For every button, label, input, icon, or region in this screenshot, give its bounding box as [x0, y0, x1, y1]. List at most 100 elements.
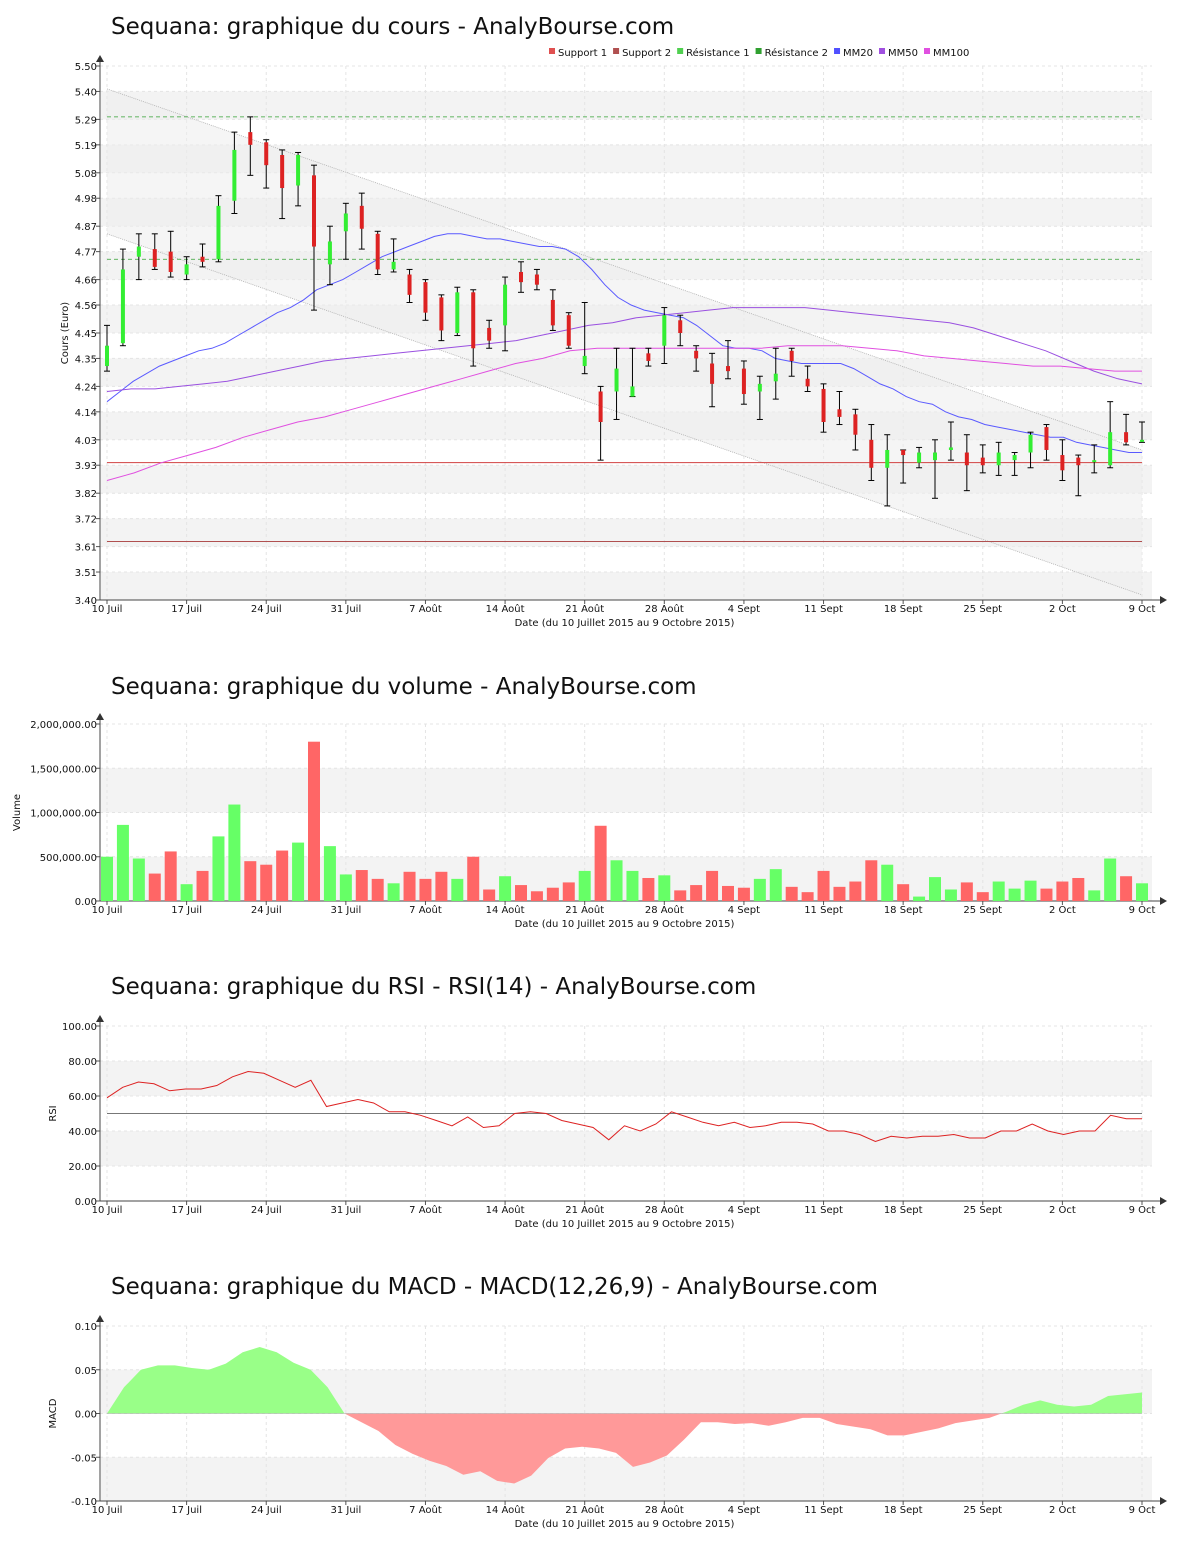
y-tick-label: 4.14: [75, 408, 97, 419]
x-tick-label: 14 Août: [486, 603, 525, 615]
x-tick-label: 21 Août: [565, 904, 604, 916]
x-axis-label: Date (du 10 Juillet 2015 au 9 Octobre 20…: [515, 919, 735, 930]
candle-body: [312, 175, 316, 247]
panel-0: Sequana: graphique du cours - AnalyBours…: [60, 14, 1167, 629]
volume-bar: [674, 890, 687, 901]
volume-bar: [913, 896, 926, 901]
x-tick-label: 28 Août: [645, 1504, 684, 1516]
volume-bar: [228, 804, 241, 901]
y-tick-label: 5.29: [75, 115, 97, 126]
volume-bar: [1024, 880, 1037, 901]
candle-body: [741, 368, 746, 395]
candle-body: [120, 269, 125, 344]
candle: [868, 424, 875, 481]
candle: [533, 268, 540, 291]
volume-bar: [132, 858, 145, 901]
x-tick-label: 17 Juil: [171, 905, 202, 916]
candle-body: [375, 233, 380, 270]
x-tick-label: 7 Août: [409, 603, 442, 615]
volume-bar: [435, 871, 448, 901]
grid-band: [101, 91, 1152, 120]
y-tick-label: 4.24: [75, 382, 97, 393]
candle: [1059, 439, 1066, 481]
candle: [645, 347, 652, 367]
y-tick-label: 5.19: [75, 141, 97, 152]
candle: [788, 347, 795, 377]
volume-bar: [801, 892, 814, 901]
legend-label: Résistance 2: [765, 47, 828, 59]
y-tick-label: 4.66: [75, 276, 97, 287]
y-tick-label: -0.10: [71, 1497, 97, 1508]
legend: Support 1 Support 2 Résistance 1 Résistance…: [549, 47, 969, 59]
volume-bar: [642, 877, 655, 901]
y-tick-label: 3.82: [75, 489, 97, 500]
candle-body: [853, 414, 858, 435]
x-tick-label: 11 Sept: [804, 1205, 843, 1216]
candle-body: [1044, 427, 1049, 450]
candle: [820, 383, 827, 433]
volume-bar: [355, 870, 368, 901]
x-tick-label: 25 Sept: [963, 905, 1002, 916]
y-tick-label: 0.10: [75, 1322, 97, 1333]
y-tick-label: 1,000,000.00: [30, 809, 97, 820]
candle-body: [885, 449, 890, 468]
x-axis-label: Date (du 10 Juillet 2015 au 9 Octobre 20…: [515, 1519, 735, 1530]
volume-bar: [944, 889, 957, 901]
y-tick-label: 1,500,000.00: [30, 764, 97, 775]
candle: [852, 408, 859, 451]
candle: [804, 365, 811, 392]
x-tick-label: 18 Sept: [884, 604, 923, 615]
x-tick-label: 21 Août: [565, 1204, 604, 1216]
candle-body: [614, 368, 619, 392]
volume-bar: [196, 870, 209, 901]
candle-body: [487, 327, 492, 341]
candle: [342, 202, 349, 260]
candle-body: [519, 271, 523, 283]
volume-bar: [419, 878, 432, 901]
candle-body: [232, 149, 237, 201]
y-tick-label: 4.56: [75, 301, 97, 312]
volume-bar: [897, 884, 910, 901]
volume-bar: [483, 889, 496, 901]
candle-body: [630, 386, 635, 397]
x-tick-label: 14 Août: [486, 1204, 525, 1216]
volume-bar: [849, 881, 862, 901]
volume-bar: [960, 882, 973, 901]
x-axis-arrow: [1160, 596, 1167, 604]
volume-bar: [610, 860, 623, 901]
legend-label: Résistance 1: [686, 47, 749, 59]
candle-body: [710, 363, 715, 384]
candle-body: [757, 383, 762, 392]
candle: [231, 131, 238, 214]
chart-title: Sequana: graphique du RSI - RSI(14) - An…: [111, 974, 756, 1000]
candle: [183, 256, 190, 281]
volume-bar: [148, 873, 161, 901]
x-tick-label: 18 Sept: [884, 1205, 923, 1216]
candle-body: [662, 315, 667, 346]
candle: [661, 307, 668, 365]
panel-1: Sequana: graphique du volume - AnalyBour…: [12, 674, 1167, 930]
volume-bar: [292, 842, 305, 901]
volume-bar: [244, 861, 257, 901]
candle: [693, 345, 700, 372]
x-axis-arrow: [1160, 1497, 1167, 1505]
x-tick-label: 7 Août: [409, 1504, 442, 1516]
volume-bar: [690, 885, 703, 901]
candle-body: [598, 391, 603, 422]
candle: [836, 390, 843, 426]
candle: [995, 441, 1002, 476]
candle-body: [1124, 432, 1129, 443]
y-tick-label: 3.93: [75, 461, 97, 472]
x-tick-label: 4 Sept: [728, 604, 760, 615]
x-tick-label: 31 Juil: [330, 1505, 361, 1516]
x-tick-label: 17 Juil: [171, 1505, 202, 1516]
volume-bar: [339, 874, 352, 901]
candle-body: [152, 249, 157, 267]
x-axis-arrow: [1160, 1197, 1167, 1205]
y-tick-label: 5.50: [75, 62, 97, 73]
candle: [900, 449, 907, 484]
candle-body: [901, 449, 906, 456]
candle-body: [948, 447, 953, 450]
volume-bar: [164, 851, 177, 901]
panel-2: Sequana: graphique du RSI - RSI(14) - An…: [48, 974, 1167, 1230]
